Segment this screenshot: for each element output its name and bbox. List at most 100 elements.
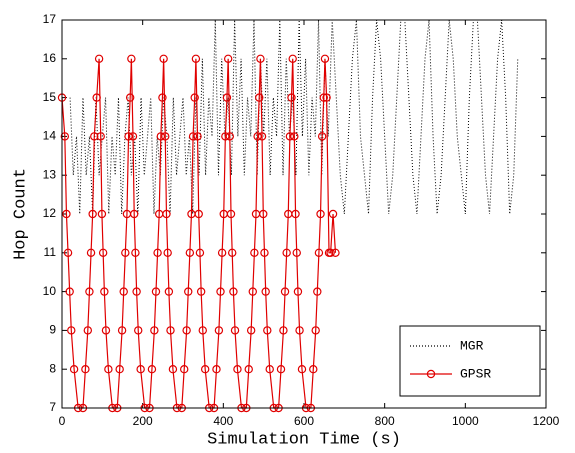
point-marker xyxy=(185,248,195,257)
point-marker xyxy=(158,93,167,102)
point-marker xyxy=(101,326,111,335)
point-marker xyxy=(184,287,193,296)
point-marker xyxy=(326,248,335,257)
point-marker xyxy=(92,93,101,102)
point-marker xyxy=(263,326,272,335)
point-marker xyxy=(164,287,174,296)
point-marker xyxy=(309,365,318,374)
point-marker xyxy=(320,54,330,64)
point-marker xyxy=(168,365,178,374)
point-marker xyxy=(100,287,109,296)
x-tick-label: 600 xyxy=(294,414,314,428)
point-marker xyxy=(295,326,304,335)
y-tick-label: 13 xyxy=(43,167,57,181)
point-marker xyxy=(259,209,268,219)
plot-frame xyxy=(61,19,547,409)
point-marker xyxy=(81,365,90,374)
series-line xyxy=(61,58,337,409)
y-axis-label: Hop Count xyxy=(11,168,30,260)
point-marker xyxy=(132,287,141,296)
point-marker xyxy=(230,326,240,335)
point-marker xyxy=(96,132,105,141)
point-marker xyxy=(62,209,71,219)
point-marker xyxy=(129,209,139,219)
x-tick-label: 0 xyxy=(59,414,66,428)
point-marker xyxy=(297,365,307,374)
point-marker xyxy=(193,132,202,141)
x-axis-label: Simulation Time (s) xyxy=(207,430,401,449)
x-tick-label: 1000 xyxy=(452,414,479,428)
point-marker xyxy=(195,248,205,257)
point-marker xyxy=(159,54,168,64)
point-marker xyxy=(67,326,76,335)
y-tick-label: 10 xyxy=(43,284,57,298)
point-marker xyxy=(288,54,297,64)
point-marker xyxy=(293,287,303,296)
point-marker xyxy=(153,248,162,257)
point-marker xyxy=(214,326,224,335)
x-tick-label: 400 xyxy=(213,414,233,428)
point-marker xyxy=(328,209,338,219)
point-marker xyxy=(282,248,291,257)
point-marker xyxy=(290,132,299,141)
point-marker xyxy=(85,287,94,296)
point-marker xyxy=(331,248,340,257)
point-marker xyxy=(200,365,210,374)
point-marker xyxy=(182,326,191,335)
point-marker xyxy=(191,54,201,64)
point-marker xyxy=(257,132,267,141)
point-marker xyxy=(88,209,97,219)
y-tick-label: 7 xyxy=(49,400,56,414)
point-marker xyxy=(222,93,232,102)
point-marker xyxy=(124,132,133,141)
point-marker xyxy=(156,132,166,141)
point-marker xyxy=(117,326,127,335)
point-marker xyxy=(98,248,108,257)
point-marker xyxy=(319,93,328,102)
y-tick-label: 12 xyxy=(43,206,57,220)
point-marker xyxy=(313,287,322,296)
point-marker xyxy=(94,54,104,64)
legend-marker xyxy=(426,369,436,379)
point-marker xyxy=(163,248,172,257)
y-tick-label: 17 xyxy=(43,12,57,26)
point-marker xyxy=(225,132,234,141)
point-marker xyxy=(162,209,171,219)
legend-label: MGR xyxy=(460,338,484,353)
point-marker xyxy=(69,365,79,374)
point-marker xyxy=(147,365,157,374)
point-marker xyxy=(256,54,265,64)
point-marker xyxy=(216,287,225,296)
point-marker xyxy=(226,209,236,219)
point-marker xyxy=(151,287,161,296)
point-marker xyxy=(229,287,238,296)
point-marker xyxy=(279,326,288,335)
x-tick-label: 800 xyxy=(375,414,395,428)
legend: MGR GPSR xyxy=(399,325,541,397)
legend-label: GPSR xyxy=(460,366,491,381)
point-marker xyxy=(196,287,206,296)
series-line xyxy=(69,19,519,215)
point-marker xyxy=(292,248,301,257)
point-marker xyxy=(86,248,96,257)
point-marker xyxy=(125,93,135,102)
point-marker xyxy=(314,248,324,257)
point-marker xyxy=(63,248,73,257)
point-marker xyxy=(260,248,269,257)
y-tick-label: 14 xyxy=(43,129,57,143)
point-marker xyxy=(248,287,257,296)
point-marker xyxy=(166,326,175,335)
point-marker xyxy=(255,93,264,102)
point-marker xyxy=(285,132,295,141)
legend-box xyxy=(399,325,541,397)
point-marker xyxy=(223,54,233,64)
point-marker xyxy=(121,248,130,257)
point-marker xyxy=(128,132,138,141)
point-marker xyxy=(316,209,325,219)
x-tick-label: 1200 xyxy=(533,414,560,428)
point-marker xyxy=(60,132,70,141)
point-marker xyxy=(194,209,203,219)
point-marker xyxy=(188,132,198,141)
point-marker xyxy=(291,209,300,219)
